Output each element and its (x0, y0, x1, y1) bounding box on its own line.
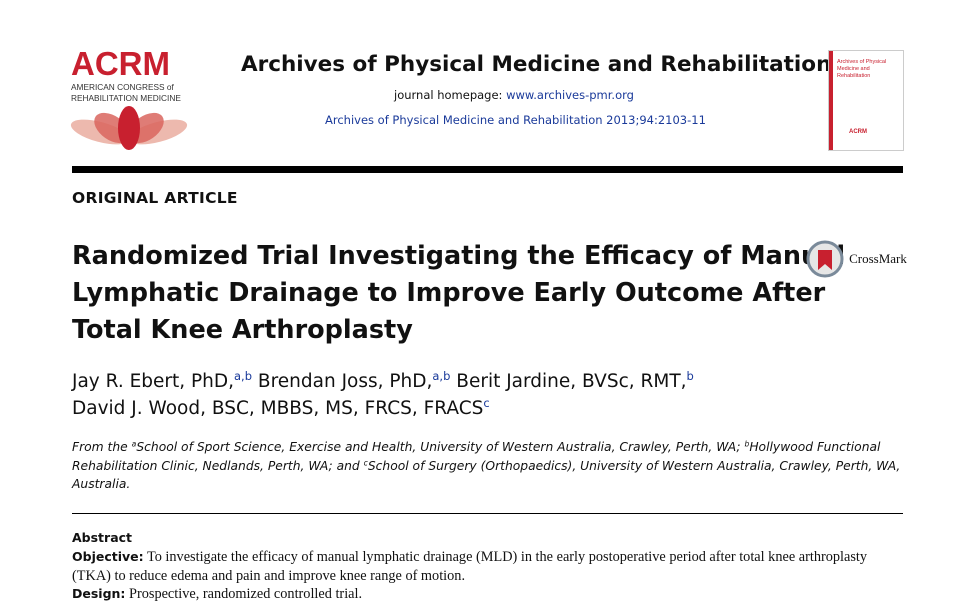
section-label: Design: (72, 586, 126, 601)
author-sup: c (483, 396, 490, 411)
section-label: Objective: (72, 549, 144, 564)
journal-title: Archives of Physical Medicine and Rehabi… (241, 52, 832, 77)
homepage: journal homepage: www.archives-pmr.org (394, 88, 634, 102)
author: Jay R. Ebert, PhD, (72, 371, 235, 392)
affiliation: School of Sport Science, Exercise and He… (136, 440, 741, 454)
author: Brendan Joss, PhD, (257, 371, 433, 392)
crossmark[interactable]: CrossMark (806, 240, 907, 278)
author-sup: a,b (432, 369, 451, 384)
title-line: Randomized Trial Investigating the Effic… (72, 241, 846, 271)
page: ACRM AMERICAN CONGRESS of REHABILITATION… (70, 48, 907, 602)
author-sup: b (686, 369, 694, 384)
authors: Jay R. Ebert, PhD,a,b Brendan Joss, PhD,… (72, 368, 694, 422)
section-text: Prospective, randomized controlled trial… (129, 586, 363, 602)
author-sup: a,b (234, 369, 252, 384)
affiliation-sup: b (744, 439, 750, 449)
abstract-body: Objective: To investigate the efficacy o… (72, 548, 908, 604)
abstract-rule (72, 513, 903, 514)
affiliations: From the aSchool of Sport Science, Exerc… (72, 438, 903, 494)
abstract-heading: Abstract (72, 530, 133, 545)
title-line: Lymphatic Drainage to Improve Early Outc… (72, 278, 826, 308)
affiliation-sup: a (131, 439, 137, 449)
header-rule (72, 166, 903, 173)
logo-line: AMERICAN CONGRESS of (71, 82, 175, 92)
article-title: Randomized Trial Investigating the Effic… (72, 238, 845, 349)
crossmark-label: CrossMark (849, 251, 907, 266)
logo-line: REHABILITATION MEDICINE (71, 93, 181, 103)
affiliation-prefix: From the (72, 440, 128, 454)
article-type: ORIGINAL ARTICLE (72, 189, 238, 207)
citation: Archives of Physical Medicine and Rehabi… (325, 113, 706, 127)
cover-title: Archives of Physical Medicine and Rehabi… (837, 59, 887, 79)
author: David J. Wood, BSC, MBBS, MS, FRCS, FRAC… (72, 398, 484, 419)
homepage-label: journal homepage: (394, 88, 503, 102)
title-line: Total Knee Arthroplasty (72, 315, 413, 345)
homepage-url[interactable]: www.archives-pmr.org (506, 88, 634, 102)
affiliation: School of Surgery (Orthopaedics), Univer… (72, 458, 901, 492)
section-text: To investigate the efficacy of manual ly… (72, 549, 868, 584)
affiliation-sup: c (363, 457, 368, 467)
crossmark-icon (806, 240, 844, 278)
acrm-logo: ACRM AMERICAN CONGRESS of REHABILITATION… (70, 48, 188, 150)
author: Berit Jardine, BVSc, RMT, (456, 371, 687, 392)
affiliation: Hollywood Functional Rehabilitation Clin… (72, 440, 881, 473)
logo-name: ACRM (71, 48, 170, 82)
lotus (70, 106, 188, 150)
journal-cover: Archives of Physical Medicine and Rehabi… (828, 50, 904, 151)
cover-logo: ACRM (849, 129, 867, 135)
